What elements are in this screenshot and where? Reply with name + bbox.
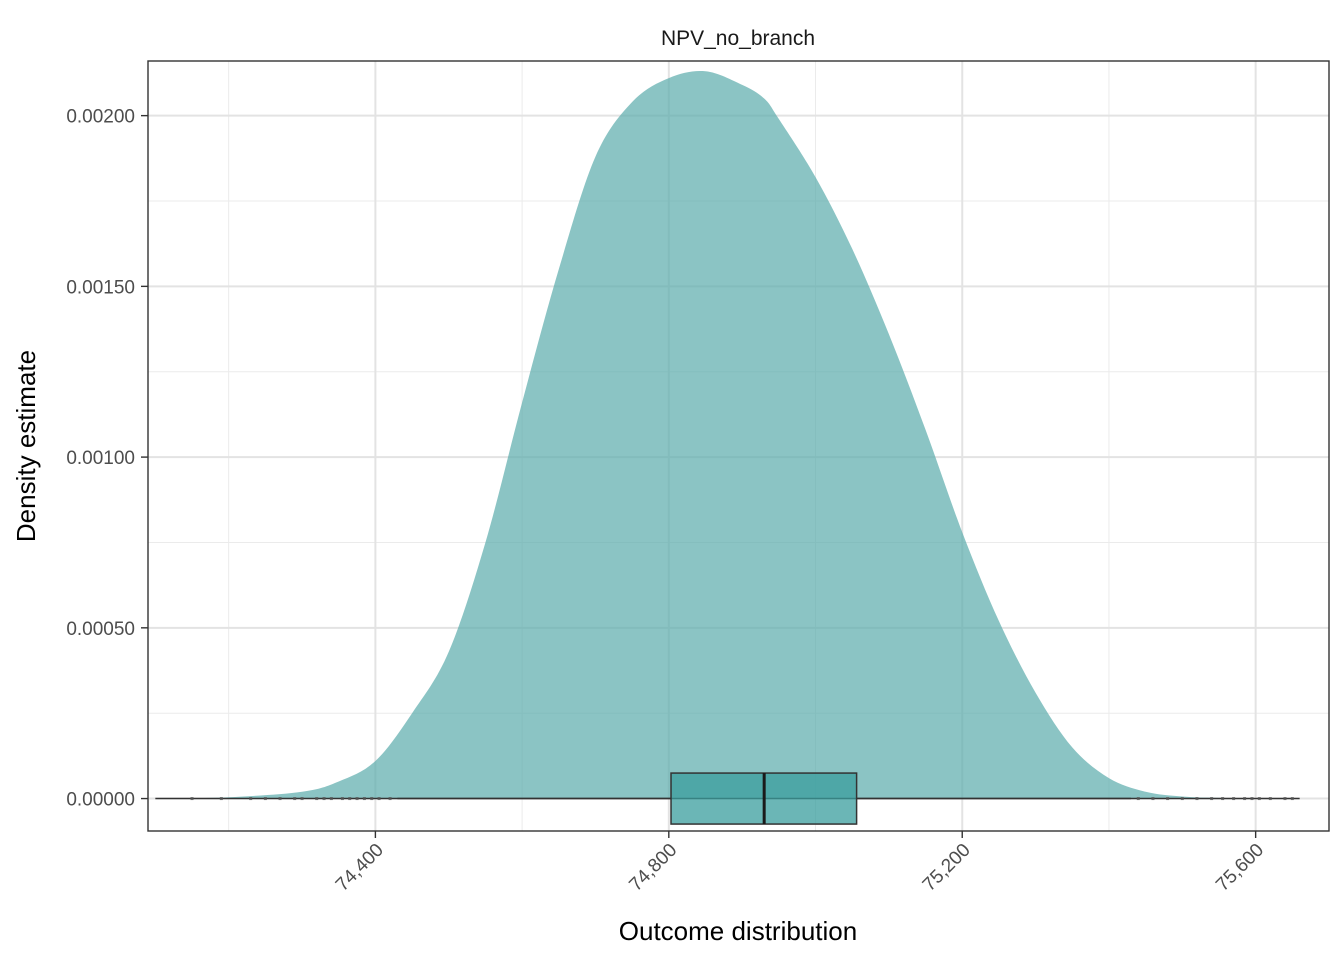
outlier-point	[370, 797, 374, 801]
outlier-point	[1136, 797, 1140, 801]
y-tick-label: 0.00150	[66, 277, 135, 298]
boxplot	[155, 772, 1300, 825]
y-tick-label: 0.00050	[66, 619, 135, 640]
y-axis: 0.00000 0.00050 0.00100 0.00150 0.00200	[66, 107, 148, 811]
outlier-point	[1250, 797, 1254, 801]
outlier-point	[263, 797, 267, 801]
density-area	[155, 70, 1293, 799]
outlier-point	[329, 797, 333, 801]
y-tick-label: 0.00200	[66, 107, 135, 128]
outlier-point	[219, 797, 223, 801]
outlier-point	[315, 797, 319, 801]
outlier-point	[355, 797, 359, 801]
density-layer	[155, 70, 1293, 799]
outlier-point	[1243, 797, 1247, 801]
outlier-point	[362, 797, 366, 801]
outlier-point	[1268, 797, 1272, 801]
outlier-point	[340, 797, 344, 801]
plot-panel-border	[147, 60, 1330, 832]
outlier-point	[278, 797, 282, 801]
outlier-point	[1290, 797, 1294, 801]
outlier-point	[348, 797, 352, 801]
outlier-point	[249, 797, 253, 801]
outlier-point	[1151, 797, 1155, 801]
outlier-point	[190, 797, 194, 801]
outlier-point	[388, 797, 392, 801]
outlier-point	[322, 797, 326, 801]
outlier-point	[1283, 797, 1287, 801]
chart-title: NPV_no_branch	[661, 27, 815, 50]
outlier-point	[1232, 797, 1236, 801]
y-tick-label: 0.00100	[66, 448, 135, 469]
outlier-point	[1257, 797, 1261, 801]
outlier-point	[1180, 797, 1184, 801]
outlier-point	[1195, 797, 1199, 801]
outlier-point	[300, 797, 304, 801]
y-axis-title: Density estimate	[11, 350, 41, 542]
outlier-point	[1221, 797, 1225, 801]
outlier-point	[1166, 797, 1170, 801]
y-tick-label: 0.00000	[66, 790, 135, 811]
outlier-point	[1210, 797, 1214, 801]
outlier-point	[293, 797, 297, 801]
outlier-point	[377, 797, 381, 801]
x-axis-title: Outcome distribution	[619, 916, 857, 946]
